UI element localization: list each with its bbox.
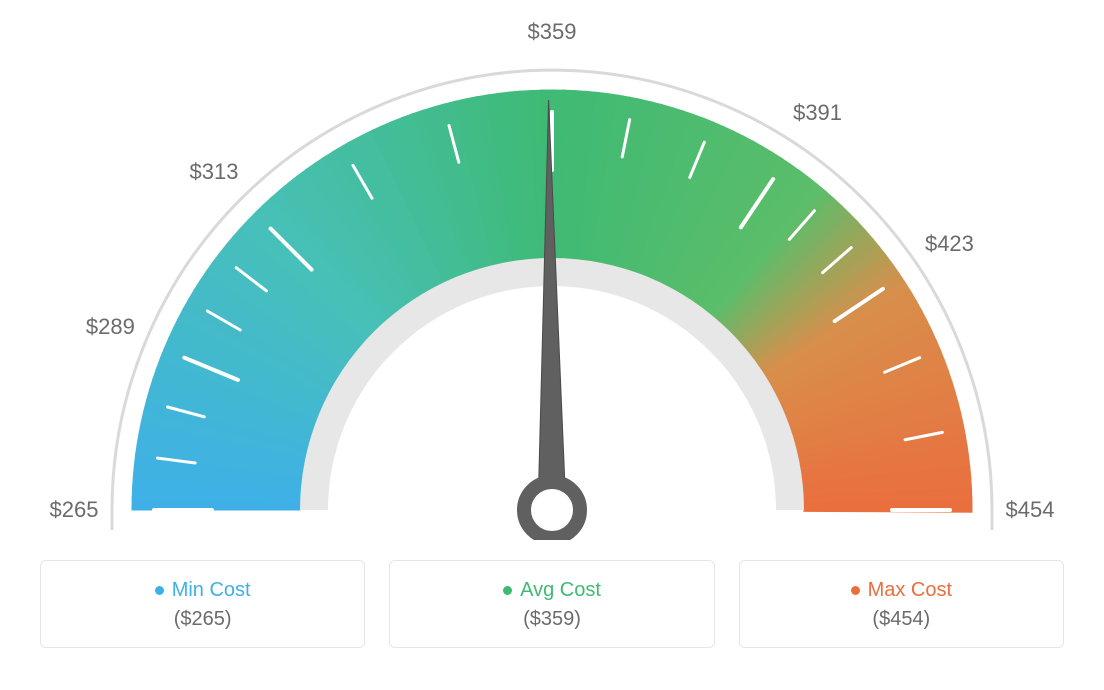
legend-value-avg: ($359) <box>523 608 581 631</box>
gauge-tick-label: $313 <box>190 159 239 185</box>
dot-icon <box>851 586 860 595</box>
gauge-tick-label: $265 <box>50 497 99 523</box>
legend-title-avg: Avg Cost <box>503 579 601 602</box>
legend-title-text: Avg Cost <box>520 579 601 602</box>
gauge-tick-label: $423 <box>925 231 974 257</box>
gauge-svg <box>40 20 1064 540</box>
legend-title-max: Max Cost <box>851 579 952 602</box>
legend-value-max: ($454) <box>872 608 930 631</box>
dot-icon <box>503 586 512 595</box>
legend-card-min: Min Cost ($265) <box>40 560 365 648</box>
legend-value-min: ($265) <box>174 608 232 631</box>
gauge-tick-label: $359 <box>528 19 577 45</box>
legend-card-avg: Avg Cost ($359) <box>389 560 714 648</box>
gauge-tick-label: $391 <box>793 100 842 126</box>
chart-container: $265 $289 $313 $359 $391 $423 $454 Min Cost ($… <box>0 0 1104 690</box>
gauge-hub <box>524 482 580 538</box>
dot-icon <box>155 586 164 595</box>
gauge-tick-label: $289 <box>86 314 135 340</box>
legend-title-text: Max Cost <box>868 579 952 602</box>
legend-title-min: Min Cost <box>155 579 251 602</box>
legend-title-text: Min Cost <box>172 579 251 602</box>
gauge-tick-label: $454 <box>1006 497 1055 523</box>
gauge: $265 $289 $313 $359 $391 $423 $454 <box>40 20 1064 540</box>
legend-card-max: Max Cost ($454) <box>739 560 1064 648</box>
legend-row: Min Cost ($265) Avg Cost ($359) Max Cost… <box>40 560 1064 648</box>
